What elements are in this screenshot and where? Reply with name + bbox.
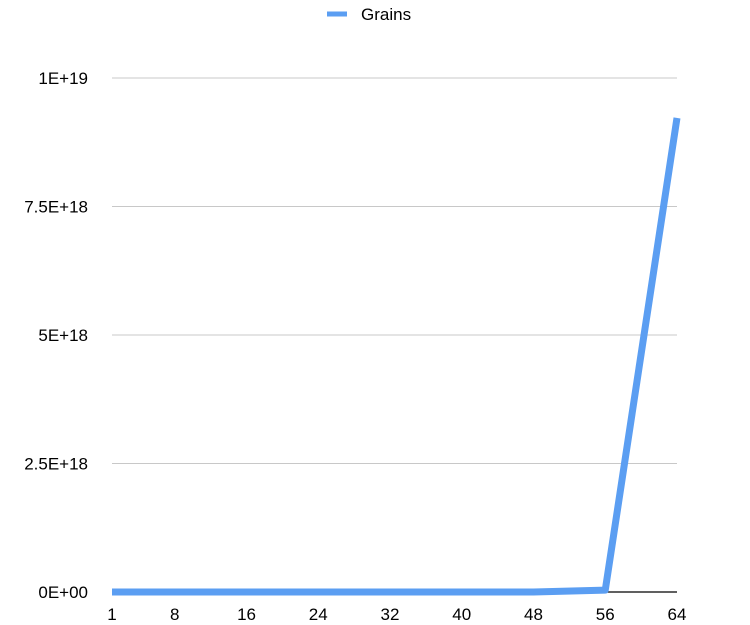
x-tick-label: 32 — [381, 605, 400, 624]
y-tick-label: 5E+18 — [38, 326, 88, 345]
legend-label-grains: Grains — [361, 5, 411, 24]
y-tick-label: 0E+00 — [38, 583, 88, 602]
y-tick-label: 7.5E+18 — [24, 198, 88, 217]
series-points-grains — [111, 117, 678, 593]
y-tick-label: 1E+19 — [38, 69, 88, 88]
x-tick-label: 16 — [237, 605, 256, 624]
x-tick-label: 48 — [524, 605, 543, 624]
legend: Grains — [327, 5, 411, 24]
x-tick-label: 8 — [170, 605, 179, 624]
x-tick-label: 64 — [668, 605, 687, 624]
x-axis-tick-labels: 1 8 16 24 32 40 48 56 64 — [107, 605, 686, 624]
y-axis-tick-labels: 0E+00 2.5E+18 5E+18 7.5E+18 1E+19 — [24, 69, 88, 602]
x-tick-label: 24 — [309, 605, 328, 624]
x-tick-label: 1 — [107, 605, 116, 624]
gridlines — [112, 77, 677, 464]
series-line-grains — [112, 117, 681, 596]
x-tick-label: 56 — [596, 605, 615, 624]
x-tick-label: 40 — [452, 605, 471, 624]
y-tick-label: 2.5E+18 — [24, 455, 88, 474]
